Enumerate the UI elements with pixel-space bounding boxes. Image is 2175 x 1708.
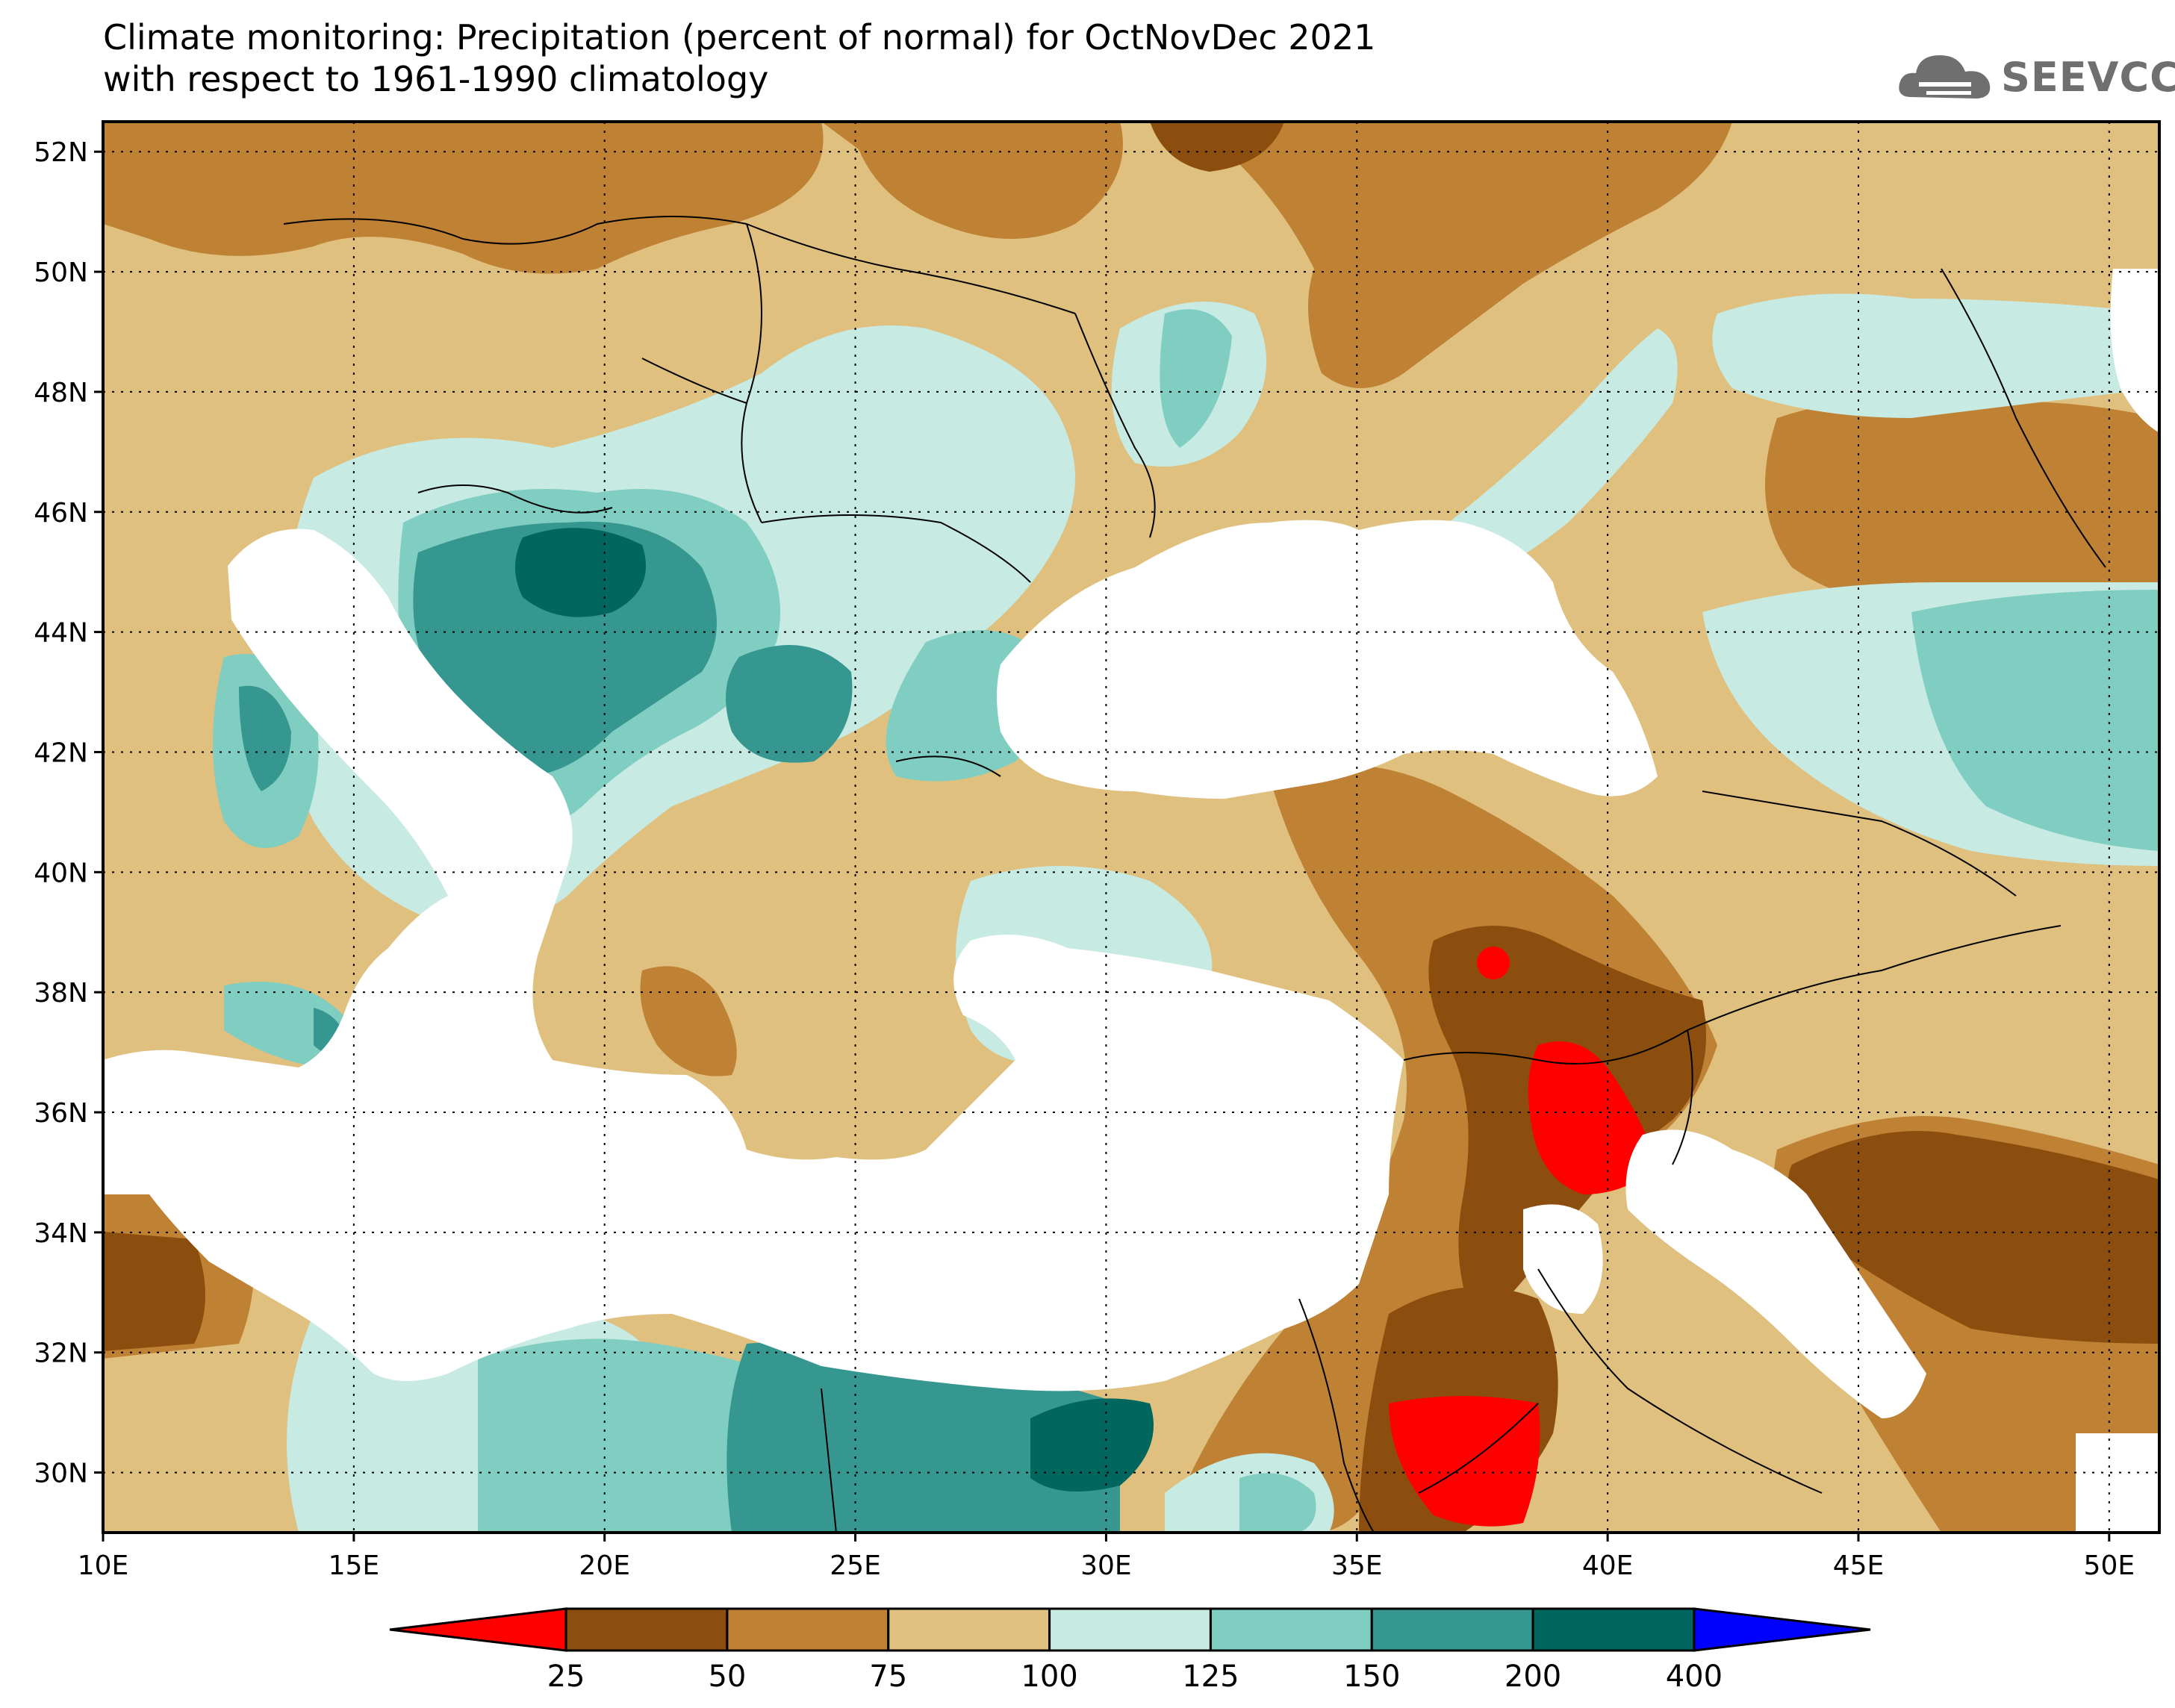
legend-swatch — [1531, 1607, 1696, 1652]
title-line-1: Climate monitoring: Precipitation (perce… — [103, 17, 1376, 57]
lat-tick-label: 48N — [34, 378, 88, 408]
lat-tick-label: 36N — [34, 1098, 88, 1129]
map-title: Climate monitoring: Precipitation (perce… — [103, 16, 1375, 100]
legend-label: 125 — [1182, 1659, 1239, 1694]
lon-tick-label: 10E — [78, 1550, 129, 1581]
legend-swatch — [726, 1607, 890, 1652]
latitude-labels: 52N 50N 48N 46N 44N 42N 40N 38N 36N 34N 32N 30N — [34, 137, 103, 1489]
cloud-icon — [1899, 55, 1991, 99]
lat-tick-label: 44N — [34, 618, 88, 649]
legend-swatch — [1209, 1607, 1373, 1652]
lon-tick-label: 15E — [329, 1550, 380, 1581]
lat-tick-label: 32N — [34, 1338, 88, 1369]
legend-swatch — [1370, 1607, 1534, 1652]
lat-tick-label: 46N — [34, 498, 88, 529]
legend-label: 150 — [1343, 1659, 1400, 1694]
lat-tick-label: 42N — [34, 738, 88, 768]
lon-tick-label: 50E — [2084, 1550, 2135, 1581]
logo-text: SEEVCCC — [2001, 54, 2175, 101]
title-line-2: with respect to 1961-1990 climatology — [103, 59, 769, 99]
lon-tick-label: 25E — [830, 1550, 881, 1581]
lat-tick-label: 40N — [34, 858, 88, 888]
lat-tick-label: 34N — [34, 1218, 88, 1249]
legend-label: 400 — [1666, 1659, 1723, 1694]
lat-tick-label: 52N — [34, 137, 88, 168]
map-frame — [102, 120, 2161, 1534]
color-legend: 25 50 75 100 125 150 200 400 — [389, 1607, 1871, 1694]
lat-tick-label: 50N — [34, 258, 88, 288]
legend-swatch — [887, 1607, 1051, 1652]
precipitation-field — [103, 122, 2159, 1533]
legend-label: 200 — [1505, 1659, 1561, 1694]
legend-label: 75 — [869, 1659, 907, 1694]
legend-swatch-low — [389, 1607, 567, 1652]
lon-tick-label: 35E — [1331, 1550, 1383, 1581]
lat-tick-label: 30N — [34, 1459, 88, 1489]
lat-tick-label: 38N — [34, 978, 88, 1009]
legend-swatch-high — [1693, 1607, 1871, 1652]
legend-label: 50 — [708, 1659, 746, 1694]
legend-label: 100 — [1021, 1659, 1077, 1694]
map-grid — [103, 122, 2159, 1533]
legend-swatch — [1048, 1607, 1212, 1652]
longitude-labels: 10E 15E 20E 25E 30E 35E 40E 45E 50E — [78, 1533, 2135, 1581]
lon-tick-label: 40E — [1582, 1550, 1634, 1581]
legend-label: 25 — [547, 1659, 585, 1694]
lon-tick-label: 30E — [1080, 1550, 1132, 1581]
legend-swatch — [564, 1607, 729, 1652]
lon-tick-label: 20E — [579, 1550, 630, 1581]
lon-tick-label: 45E — [1833, 1550, 1885, 1581]
